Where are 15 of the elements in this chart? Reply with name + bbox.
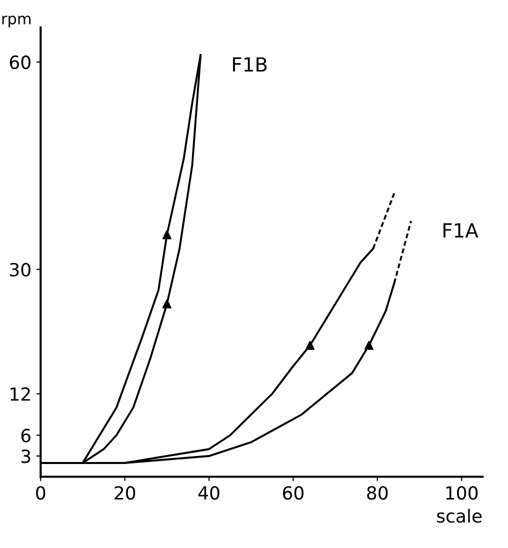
x-axis-title: scale [437,508,482,523]
y-tick-label: 12 [10,387,30,401]
x-tick-label: 60 [282,486,304,500]
x-tick-label: 100 [446,486,478,500]
series-label: F1A [444,223,478,238]
x-tick-label: 0 [36,486,46,500]
y-tick-label: 6 [21,428,30,442]
x-tick-label: 80 [367,486,388,500]
y-axis-title: rpm [2,16,31,28]
y-tick-label: 60 [10,55,30,70]
series-label: F1B [233,57,267,72]
y-tick-label: 3 [22,449,30,464]
x-tick-label: 40 [198,486,220,500]
x-tick-label: 20 [114,486,136,500]
y-tick-label: 30 [10,262,30,276]
